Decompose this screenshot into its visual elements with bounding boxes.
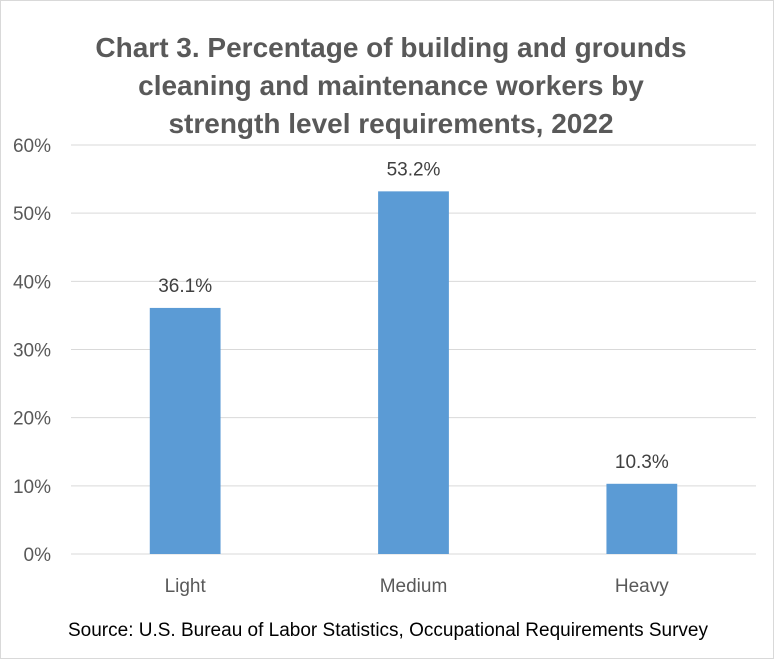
data-label: 53.2% bbox=[387, 159, 441, 180]
x-tick-label: Heavy bbox=[615, 576, 669, 597]
chart-title: Chart 3. Percentage of building and grou… bbox=[61, 29, 721, 143]
source-note: Source: U.S. Bureau of Labor Statistics,… bbox=[68, 620, 708, 641]
y-tick-label: 10% bbox=[13, 477, 51, 498]
y-tick-label: 30% bbox=[13, 341, 51, 362]
x-tick-label: Medium bbox=[380, 576, 448, 597]
bars bbox=[149, 191, 678, 554]
x-axis-tick-labels: Light Medium Heavy bbox=[165, 576, 670, 597]
bar bbox=[149, 307, 221, 554]
y-axis-tick-labels: 0% 10% 20% 30% 40% 50% 60% bbox=[13, 136, 51, 566]
y-tick-label: 60% bbox=[13, 136, 51, 157]
x-tick-label: Light bbox=[165, 576, 207, 597]
y-tick-label: 40% bbox=[13, 272, 51, 293]
y-tick-label: 0% bbox=[24, 545, 52, 566]
chart-title-line: strength level requirements, 2022 bbox=[168, 108, 614, 139]
chart-title-line: Chart 3. Percentage of building and grou… bbox=[95, 32, 687, 63]
data-labels: 36.1% 53.2% 10.3% bbox=[158, 159, 669, 472]
bar bbox=[378, 191, 449, 554]
bar bbox=[606, 483, 678, 554]
data-label: 10.3% bbox=[615, 452, 669, 473]
chart-title-line: cleaning and maintenance workers by bbox=[138, 70, 644, 101]
data-label: 36.1% bbox=[158, 276, 212, 297]
y-tick-label: 20% bbox=[13, 409, 51, 430]
y-tick-label: 50% bbox=[13, 204, 51, 225]
